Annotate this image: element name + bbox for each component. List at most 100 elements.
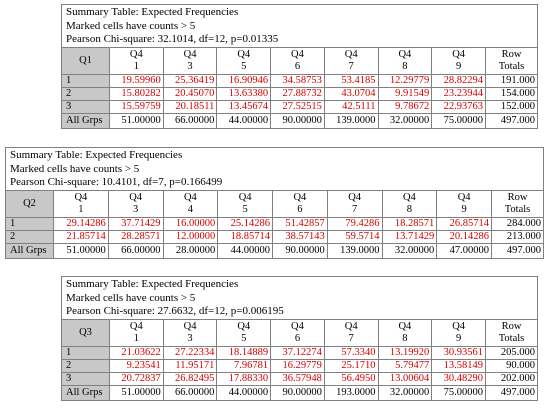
row-variable-label: Q1 (61, 46, 110, 75)
expected-frequency-cell: 42.5111 (323, 99, 379, 114)
chi-square-stat: Pearson Chi-square: 10.4101, df=7, p=0.1… (10, 176, 223, 188)
expected-frequency-cell: 13.63380 (216, 86, 272, 101)
column-total-cell: 193.0000 (323, 384, 379, 401)
chi-square-stat: Pearson Chi-square: 27.6632, df=12, p=0.… (66, 305, 284, 317)
row-label: 3 (61, 99, 110, 114)
expected-frequency-cell: 34.58753 (270, 73, 325, 88)
table-row: 1 19.59960 25.36419 16.90946 34.58753 53.4185… (61, 73, 538, 88)
row-total-cell: 90.000 (485, 358, 538, 373)
table-row: 2 9.23541 11.95171 7.96781 16.29779 25.1710 5.… (61, 358, 538, 373)
column-total-cell: 66.00000 (107, 242, 164, 259)
row-label: 3 (61, 371, 110, 386)
column-header-variable: Q4 (129, 191, 143, 203)
column-header: Q4 8 (377, 46, 433, 75)
column-header: Q4 3 (162, 46, 218, 75)
column-header-level: 6 (294, 332, 301, 344)
column-header-level: 9 (455, 332, 462, 344)
row-label: 1 (5, 216, 54, 231)
column-header: Q4 3 (162, 318, 218, 347)
row-totals-header: Row Totals (485, 318, 538, 347)
row-totals-header-line: Totals (504, 203, 531, 215)
expected-frequency-cell: 30.93561 (431, 345, 486, 360)
row-total-cell: 213.000 (491, 229, 544, 244)
column-header: Q4 1 (53, 189, 109, 218)
summary-table-q3: Summary Table: Expected Frequencies Mark… (61, 276, 538, 401)
table-title: Summary Table: Expected Frequencies (66, 6, 239, 18)
column-header: Q4 7 (323, 46, 379, 75)
expected-frequency-cell: 18.85714 (217, 229, 273, 244)
column-total-cell: 90.00000 (270, 112, 325, 129)
column-header-variable: Q4 (237, 48, 251, 60)
expected-frequency-cell: 9.23541 (109, 358, 164, 373)
column-header-variable: Q4 (291, 320, 304, 332)
expected-frequency-cell: 25.14286 (217, 216, 273, 231)
table-row: 1 29.14286 37.71429 16.00000 25.14286 51.4285… (5, 216, 544, 231)
expected-frequency-cell: 13.58149 (431, 358, 486, 373)
expected-frequency-cell: 5.79477 (377, 358, 433, 373)
column-header-variable: Q4 (129, 48, 143, 60)
expected-frequency-cell: 16.90946 (216, 73, 272, 88)
table-row: 2 21.85714 28.28571 12.00000 18.85714 38.5714… (5, 229, 544, 244)
expected-frequency-cell: 25.36419 (162, 73, 218, 88)
expected-frequency-cell: 28.82294 (431, 73, 486, 88)
column-header: Q4 5 (216, 46, 272, 75)
row-label: 2 (61, 86, 110, 101)
column-header: Q4 9 (436, 189, 492, 218)
column-header-level: 5 (241, 332, 247, 344)
expected-frequency-cell: 22.93763 (431, 99, 486, 114)
row-total-cell: 152.000 (485, 99, 538, 114)
column-total-cell: 44.00000 (217, 242, 273, 259)
expected-frequency-cell: 25.1710 (323, 358, 379, 373)
expected-frequency-cell: 51.42857 (272, 216, 328, 231)
column-header-level: 8 (402, 332, 408, 344)
column-total-cell: 51.00000 (109, 112, 164, 129)
table-row: 1 21.03622 27.22334 18.14889 37.12274 57.3340… (61, 345, 538, 360)
expected-frequency-cell: 13.19920 (377, 345, 433, 360)
column-header-variable: Q4 (183, 48, 197, 60)
column-header-level: 3 (187, 60, 193, 72)
column-header-variable: Q4 (457, 191, 471, 203)
column-header-level: 7 (348, 332, 354, 344)
column-header-level: 3 (187, 332, 193, 344)
expected-frequency-cell: 29.14286 (53, 216, 109, 231)
expected-frequency-cell: 36.57948 (270, 371, 325, 386)
column-header-variable: Q4 (293, 191, 307, 203)
column-header: Q4 5 (217, 189, 273, 218)
column-header: Q4 1 (109, 46, 164, 75)
all-groups-row: All Grps 51.00000 66.00000 28.00000 44.00000… (5, 242, 544, 259)
row-totals-header-line: Row (507, 191, 528, 203)
column-header-level: 7 (352, 203, 358, 215)
frequency-table: Q2 Q4 1 Q4 3 Q4 4 Q4 5 Q4 6 Q4 7 Q4 8 Q4 9 Row Totals 1 29.1… (5, 189, 544, 259)
all-groups-label: All Grps (61, 112, 110, 129)
column-total-cell: 32.00000 (381, 242, 438, 259)
row-label: 2 (61, 358, 110, 373)
column-header-variable: Q4 (129, 320, 143, 332)
column-header-variable: Q4 (398, 320, 412, 332)
column-header-variable: Q4 (74, 191, 88, 203)
column-total-cell: 75.00000 (431, 112, 486, 129)
row-totals-header: Row Totals (491, 189, 544, 218)
column-header-variable: Q4 (402, 191, 416, 203)
row-label: 1 (61, 73, 110, 88)
all-groups-label: All Grps (61, 384, 110, 401)
row-total-cell: 191.000 (485, 73, 538, 88)
column-header-variable: Q4 (237, 320, 251, 332)
expected-frequency-cell: 18.28571 (381, 216, 438, 231)
column-total-cell: 28.00000 (162, 242, 219, 259)
expected-frequency-cell: 43.0704 (323, 86, 379, 101)
expected-frequency-cell: 79.4286 (326, 216, 383, 231)
expected-frequency-cell: 59.5714 (326, 229, 383, 244)
column-total-cell: 44.00000 (216, 384, 272, 401)
column-header-level: 1 (78, 203, 84, 215)
column-header: Q4 4 (162, 189, 219, 218)
expected-frequency-cell: 13.00604 (377, 371, 433, 386)
column-header: Q4 6 (272, 189, 328, 218)
column-header: Q4 6 (270, 46, 325, 75)
frequency-table: Q3 Q4 1 Q4 3 Q4 5 Q4 6 Q4 7 Q4 8 Q4 9 Row Totals 1 21.0362… (61, 318, 538, 401)
expected-frequency-cell: 30.48290 (431, 371, 486, 386)
expected-frequency-cell: 9.91549 (377, 86, 433, 101)
column-header: Q4 8 (377, 318, 433, 347)
expected-frequency-cell: 17.88330 (216, 371, 272, 386)
expected-frequency-cell: 28.28571 (107, 229, 164, 244)
row-totals-header-line: Row (501, 48, 522, 60)
